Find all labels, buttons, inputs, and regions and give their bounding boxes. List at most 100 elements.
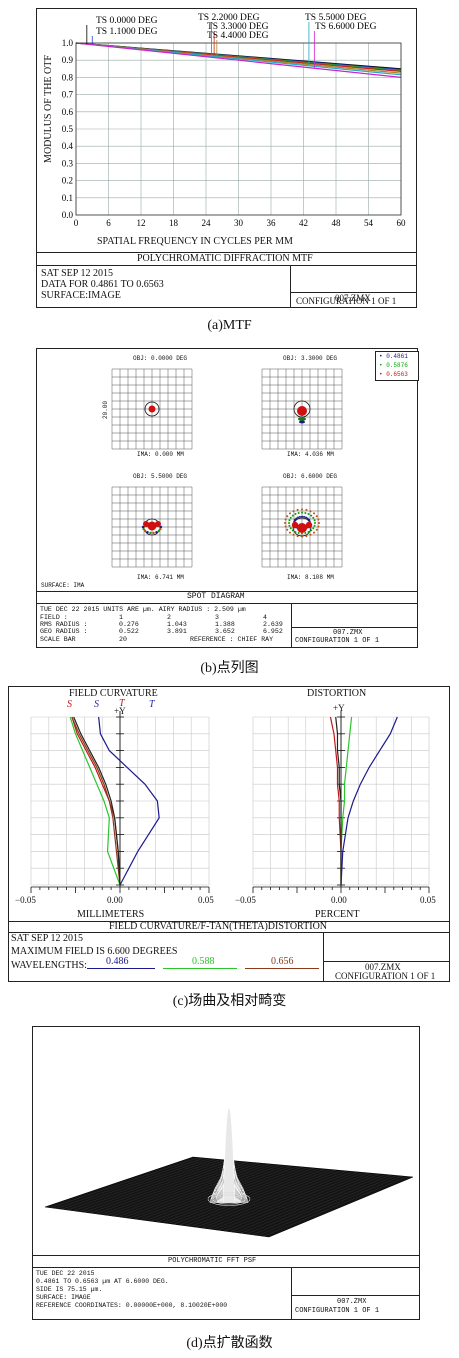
spot-row-value: 3.891 (167, 628, 187, 635)
spot-ima-4: IMA: 8.108 MM (287, 574, 334, 581)
spot-row-value: 3 (215, 614, 219, 621)
mtf-info-1: SAT SEP 12 2015 (41, 268, 113, 279)
spot-row-label: GEO RADIUS : (40, 628, 88, 635)
legend-item-1: • 0.4861 (379, 353, 408, 360)
spot-dot (305, 521, 313, 529)
spot-file: 007.ZMX (333, 629, 363, 637)
spot-dot (317, 525, 320, 528)
mtf-ytick-label: 0.1 (62, 193, 73, 203)
spot-ima-1: IMA: 0.000 MM (137, 451, 184, 458)
mtf-ytick-label: 0.2 (62, 176, 73, 186)
spot-dot (299, 420, 305, 424)
mtf-xtick-label: 42 (299, 218, 308, 228)
psf-mesh-line (72, 1159, 221, 1211)
spot-dot (314, 522, 316, 524)
mtf-ytick-label: 0.0 (62, 210, 74, 220)
spot-scale-label: 20.00 (102, 400, 110, 420)
spot-dot (148, 405, 156, 413)
fc-st-2: S (94, 699, 99, 710)
psf-mesh-line (196, 1170, 342, 1228)
spot-surface: SURFACE: IMA (41, 582, 85, 589)
mtf-xtick-label: 30 (234, 218, 244, 228)
mtf-info-3: SURFACE:IMAGE (41, 290, 121, 301)
psf-peak-ridge (234, 1181, 244, 1204)
spot-field-title-1: OBJ: 0.0000 DEG (133, 355, 188, 362)
spot-dot (294, 531, 297, 534)
spot-dot (301, 508, 303, 511)
psf-peak-ridge (239, 1192, 249, 1204)
fc-curve (71, 716, 121, 886)
spot-dot (146, 530, 149, 534)
psf-caption: (d)点扩散函数 (186, 1336, 273, 1351)
spot-scale-row-value: 20 (119, 636, 127, 643)
fc-right-tick-1: −0.05 (235, 895, 256, 905)
fc-chart (30, 711, 430, 893)
psf-mesh-line (229, 1173, 375, 1232)
spot-header-line: TUE DEC 22 2015 UNITS ARE µm. AIRY RADIU… (40, 606, 246, 613)
psf-info-2: 0.4861 TO 0.6563 µm AT 6.6000 DEG. (36, 1278, 169, 1285)
psf-panel: POLYCHROMATIC FFT PSF TUE DEC 22 2015 0.… (32, 1026, 420, 1320)
psf-mesh-line (78, 1159, 227, 1212)
spot-dot (286, 515, 289, 518)
spot-dot (304, 532, 307, 535)
psf-mesh-line (117, 1163, 265, 1217)
fc-wl-3: 0.656 (271, 956, 294, 967)
fc-right-title: DISTORTION (307, 688, 367, 699)
fc-curve (340, 716, 398, 886)
spot-dot (315, 515, 318, 518)
spot-config: CONFIGURATION 1 OF 1 (295, 637, 380, 645)
spot-dot (306, 517, 309, 520)
spot-row-label: RMS RADIUS : (40, 621, 88, 628)
legend-item-2: • 0.5876 (379, 362, 408, 369)
fc-file: 007.ZMX (365, 962, 401, 972)
spot-dot (284, 518, 287, 521)
mtf-xtick-label: 0 (74, 218, 79, 228)
spot-dot (141, 525, 145, 529)
psf-mesh-line (252, 1175, 397, 1235)
mtf-ytick-label: 0.8 (62, 72, 74, 82)
psf-mesh-line (257, 1175, 403, 1236)
mtf-file: 007.ZMX (335, 293, 371, 303)
fc-curve (73, 716, 121, 886)
spot-panel: OBJ: 0.0000 DEG OBJ: 3.3000 DEG OBJ: 5.5… (36, 348, 419, 648)
spot-row-value: 0.276 (119, 621, 139, 628)
mtf-chart: 0 6 12 18 24 30 36 42 48 54 60 0.0 0.1 0.2 0.3 0.4 0.5 0.… (62, 13, 407, 228)
spot-dot (142, 527, 145, 531)
mtf-xlabel: SPATIAL FREQUENCY IN CYCLES PER MM (97, 236, 293, 247)
psf-file: 007.ZMX (337, 1298, 367, 1306)
fc-st-1: S (67, 699, 72, 710)
spot-dot (298, 515, 301, 518)
fc-left-tick-1: −0.05 (15, 895, 36, 905)
fc-wl-1: 0.486 (106, 956, 129, 967)
spot-dot (294, 518, 297, 521)
spot-dot (288, 531, 291, 534)
fc-left-xlabel: MILLIMETERS (77, 909, 145, 920)
psf-peak-ridge (235, 1183, 245, 1204)
psf-mesh-line (207, 1171, 353, 1229)
fc-left-plus-y: +Y (114, 706, 126, 716)
spot-row-label: FIELD : (40, 614, 68, 621)
fc-left-tick-3: 0.05 (198, 895, 214, 905)
fc-caption: (c)场曲及相对畸变 (172, 994, 287, 1009)
mtf-xtick-label: 6 (106, 218, 111, 228)
spot-dot (303, 515, 306, 518)
spot-dot (310, 529, 313, 532)
mtf-xtick-label: 54 (364, 218, 374, 228)
spot-row-value: 2 (167, 614, 171, 621)
mtf-ytick-label: 0.5 (62, 124, 74, 134)
mtf-xtick-label: 60 (397, 218, 407, 228)
spot-row-value: 0.522 (119, 628, 139, 635)
psf-mesh-line (84, 1160, 232, 1213)
spot-dot (155, 521, 161, 527)
fc-st-4: T (149, 699, 155, 710)
spot-dot (149, 531, 152, 535)
psf-mesh-line (134, 1164, 282, 1220)
psf-info-4: SURFACE: IMAGE (36, 1294, 91, 1301)
spot-row-value: 3.652 (215, 628, 235, 635)
mtf-field-label: TS 6.6000 DEG (315, 22, 377, 32)
spot-dot (305, 508, 308, 511)
mtf-ytick-label: 0.3 (62, 158, 74, 168)
spot-dot (284, 525, 287, 528)
fc-left-tick-2: 0.00 (107, 895, 123, 905)
mtf-field-label: TS 1.1000 DEG (96, 27, 158, 37)
